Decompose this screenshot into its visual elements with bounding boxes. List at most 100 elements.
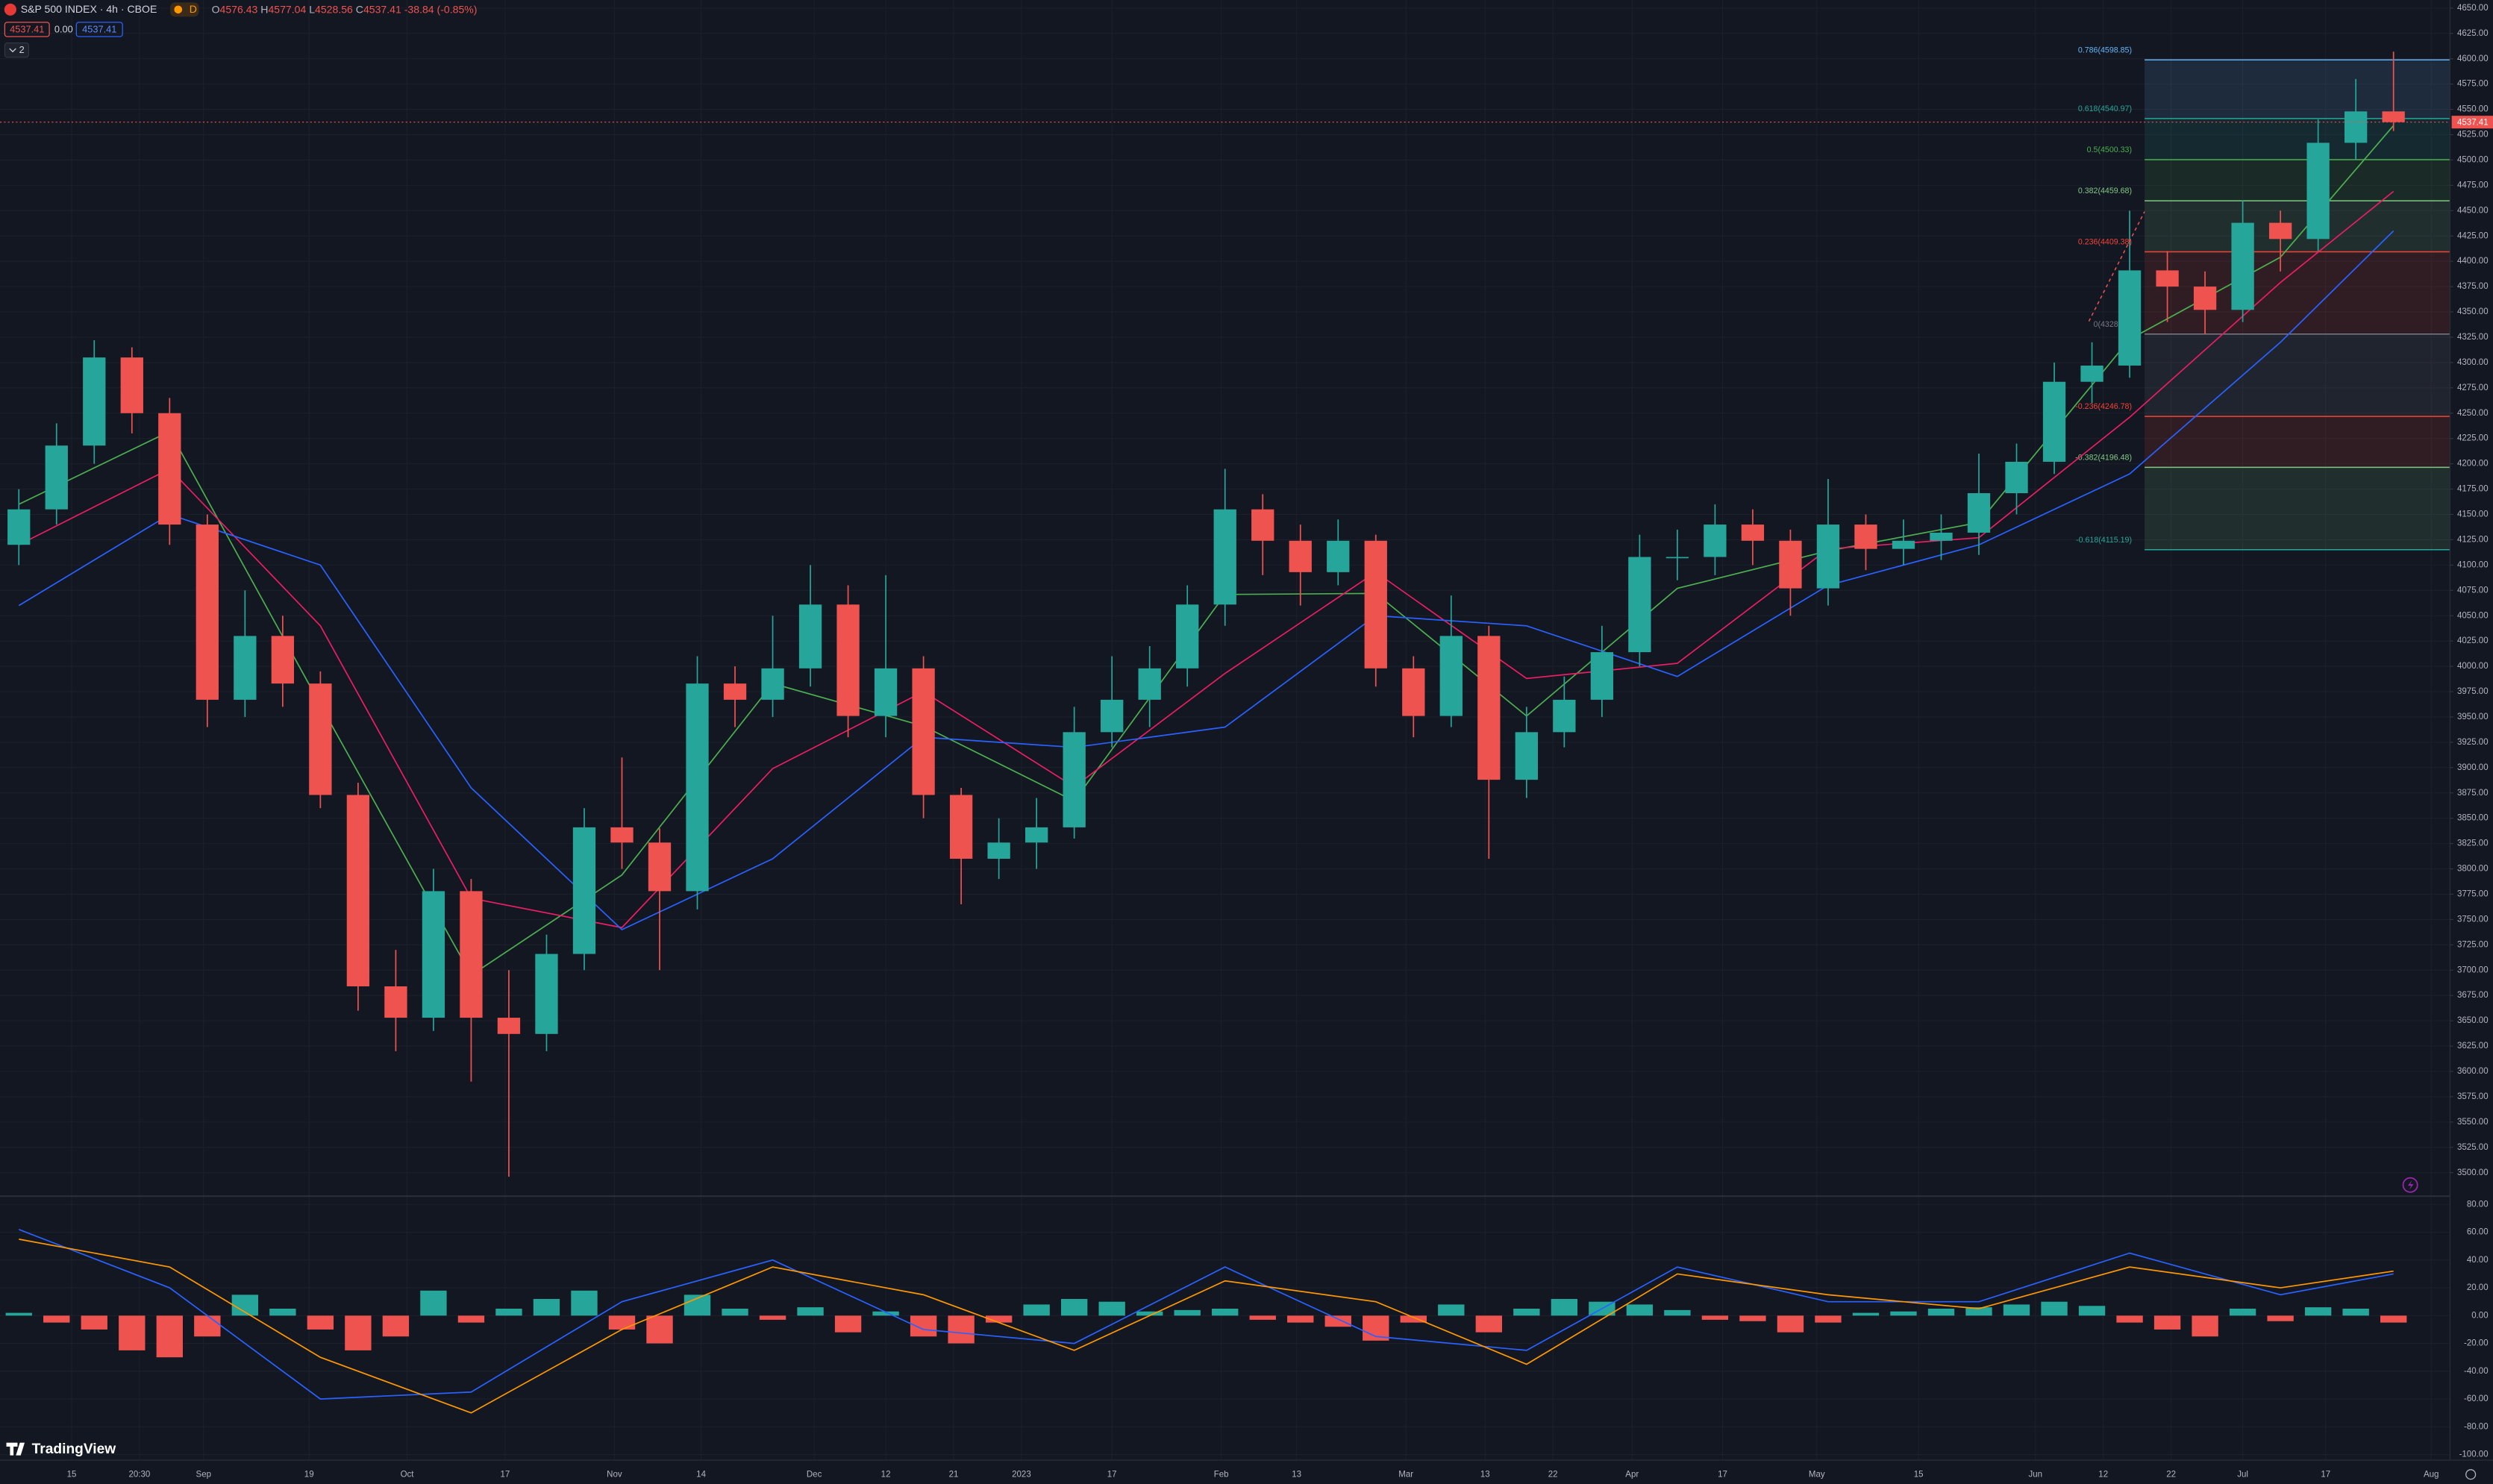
y-tick-label: 0.00: [2471, 1311, 2488, 1320]
candle-body: [1590, 652, 1614, 700]
x-tick-label: Jun: [2029, 1470, 2043, 1479]
brand-logo: [6, 1442, 25, 1456]
y-tick-label: 3650.00: [2457, 1016, 2489, 1025]
macd-histogram-bar: [1815, 1315, 1842, 1323]
y-tick-label: 4050.00: [2457, 611, 2489, 620]
x-tick-label: 22: [1548, 1470, 1558, 1479]
x-tick-label: 14: [696, 1470, 706, 1479]
y-tick-label: 4200.00: [2457, 460, 2489, 469]
macd-histogram-bar: [2342, 1309, 2369, 1316]
x-tick-label: May: [1809, 1470, 1825, 1479]
ohlc-value: 4528.56: [315, 3, 353, 15]
fib-band: [2145, 160, 2450, 201]
macd-histogram-bar: [495, 1309, 522, 1316]
y-tick-label: 3925.00: [2457, 738, 2489, 747]
y-tick-label: 4325.00: [2457, 333, 2489, 342]
brand[interactable]: TradingView: [32, 1441, 116, 1457]
candle-body: [196, 525, 219, 700]
candle-body: [1515, 732, 1538, 780]
macd-histogram-bar: [533, 1298, 560, 1316]
macd-pane: [5, 1229, 2407, 1414]
price-axis: [2450, 0, 2493, 1461]
macd-histogram-bar: [269, 1309, 296, 1316]
macd-histogram-bar: [1324, 1315, 1351, 1327]
macd-histogram-bar: [646, 1315, 673, 1344]
y-tick-label: 3725.00: [2457, 940, 2489, 949]
candle-body: [2118, 270, 2142, 366]
candle-body: [1364, 540, 1387, 669]
x-tick-label: Jul: [2237, 1470, 2248, 1479]
macd-histogram-bar: [457, 1315, 485, 1323]
y-tick-label: -100.00: [2459, 1450, 2489, 1459]
symbol-title[interactable]: S&P 500 INDEX · 4h · CBOE: [21, 3, 157, 15]
y-tick-label: 4650.00: [2457, 4, 2489, 13]
candle-body: [83, 357, 106, 446]
macd-histogram-bar: [797, 1307, 824, 1316]
fib-band: [2145, 416, 2450, 468]
ohlc-value: 4577.04: [268, 3, 306, 15]
macd-histogram-bar: [1513, 1309, 1540, 1316]
y-tick-label: 4350.00: [2457, 307, 2489, 316]
alert-icon[interactable]: [2402, 1177, 2418, 1193]
candle-body: [836, 604, 860, 716]
fib-label: -0.618(4115.19): [2076, 536, 2132, 545]
fib-label: 0(4328.08): [2094, 320, 2132, 329]
y-tick-label: 4625.00: [2457, 29, 2489, 38]
fib-band: [2145, 251, 2450, 334]
x-tick-label: Mar: [1398, 1470, 1413, 1479]
y-tick-label: -20.00: [2464, 1339, 2489, 1348]
macd-histogram-bar: [985, 1315, 1013, 1323]
fib-band: [2145, 467, 2450, 550]
candle-body: [1025, 827, 1048, 843]
y-tick-label: 4425.00: [2457, 231, 2489, 240]
macd-histogram-bar: [119, 1315, 146, 1350]
y-tick-label: 4025.00: [2457, 636, 2489, 645]
candle-body: [987, 842, 1010, 859]
moving-average: [18, 230, 2395, 931]
y-tick-label: 4075.00: [2457, 586, 2489, 595]
macd-histogram-bar: [948, 1315, 975, 1344]
candle-body: [1138, 668, 1161, 700]
macd-histogram-bar: [1098, 1301, 1125, 1316]
candle-body: [2193, 287, 2217, 310]
chip-border[interactable]: [75, 22, 123, 37]
candle-body: [1439, 636, 1463, 716]
y-tick-label: 40.00: [2467, 1256, 2489, 1265]
macd-histogram-bar: [834, 1315, 862, 1333]
candle-body: [1289, 540, 1312, 572]
settings-icon[interactable]: [2465, 1469, 2477, 1480]
y-tick-label: 3575.00: [2457, 1092, 2489, 1101]
candle-body: [2268, 222, 2292, 239]
last-price-label: 4537.41: [2457, 118, 2489, 127]
x-tick-label: Apr: [1625, 1470, 1639, 1479]
candle-body: [2080, 365, 2103, 382]
y-tick-label: 4400.00: [2457, 257, 2489, 266]
ohlc-key: O: [212, 3, 220, 15]
macd-line: [19, 1239, 2394, 1414]
collapsed-count: 2: [19, 44, 25, 55]
y-tick-label: 4525.00: [2457, 131, 2489, 140]
fib-label: 0.236(4409.38): [2078, 237, 2132, 246]
y-tick-label: 4150.00: [2457, 510, 2489, 519]
moving-average: [18, 190, 2395, 929]
fib-label: 0.786(4598.85): [2078, 46, 2132, 54]
candle-body: [346, 795, 370, 986]
grid: [0, 0, 2450, 1460]
macd-histogram-bar: [1739, 1315, 1766, 1321]
chip: 0.00: [54, 23, 73, 34]
ohlc-legend: O4576.43 H4577.04 L4528.56 C4537.41 -38.…: [212, 3, 478, 15]
collapse-button[interactable]: [4, 43, 29, 58]
y-tick-label: 3800.00: [2457, 865, 2489, 874]
macd-histogram-bar: [872, 1311, 899, 1316]
macd-histogram-bar: [1023, 1304, 1050, 1316]
y-tick-label: 4225.00: [2457, 434, 2489, 443]
ohlc-key: C: [356, 3, 363, 15]
candle-body: [271, 636, 295, 684]
x-tick-label: Oct: [401, 1470, 415, 1479]
x-tick-label: 17: [1107, 1470, 1117, 1479]
chip-border[interactable]: [4, 22, 50, 37]
candle-body: [45, 445, 68, 510]
macd-histogram-bar: [1777, 1315, 1804, 1333]
change: -38.84: [404, 3, 434, 15]
